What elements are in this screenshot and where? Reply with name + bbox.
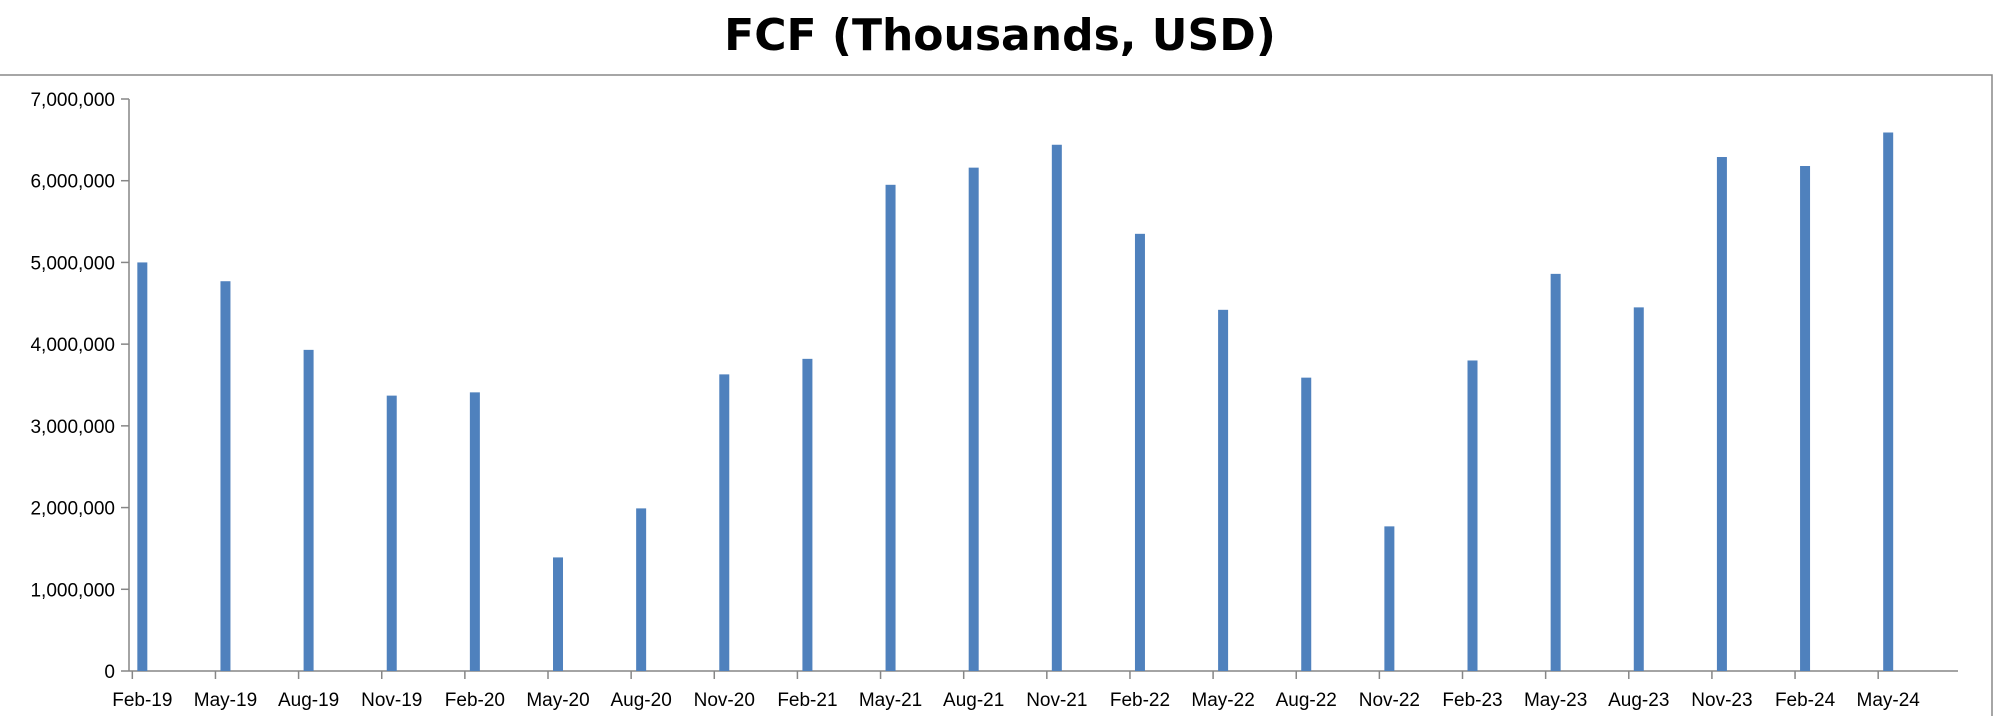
y-tick-label: 4,000,000 <box>30 335 115 356</box>
chart-area-border <box>0 74 1993 716</box>
bar <box>1550 273 1561 671</box>
x-tick-label: Aug-20 <box>611 690 672 711</box>
axes <box>121 98 1958 679</box>
y-tick-label: 3,000,000 <box>30 417 115 438</box>
bar <box>1134 233 1145 672</box>
x-tick-label: Aug-19 <box>278 690 339 711</box>
x-tick-label: Aug-22 <box>1276 690 1337 711</box>
bar <box>1384 526 1395 671</box>
plot-frame <box>0 74 1993 716</box>
bar <box>137 262 148 671</box>
x-tick-label: Nov-22 <box>1359 690 1420 711</box>
x-tick-label: May-22 <box>1191 690 1254 711</box>
x-tick-label: Nov-23 <box>1691 690 1752 711</box>
x-tick-label: Feb-22 <box>1110 690 1170 711</box>
x-tick-label: Feb-24 <box>1775 690 1836 711</box>
y-tick-label: 6,000,000 <box>30 172 115 193</box>
bar <box>1633 307 1644 671</box>
y-tick-label: 0 <box>104 662 115 683</box>
bar <box>469 392 480 671</box>
bar <box>968 167 979 671</box>
bar <box>719 374 730 671</box>
bar <box>636 508 647 671</box>
x-tick-label: Nov-19 <box>361 690 422 711</box>
y-tick-label: 1,000,000 <box>30 580 115 601</box>
x-tick-label: Aug-21 <box>943 690 1004 711</box>
bar <box>553 557 564 671</box>
bar <box>1051 144 1062 671</box>
bar <box>1467 360 1478 671</box>
bar <box>885 184 896 672</box>
bar <box>220 281 231 671</box>
bar <box>802 358 813 671</box>
x-tick-label: Feb-21 <box>777 690 837 711</box>
chart-title: FCF (Thousands, USD) <box>724 10 1276 61</box>
bar <box>386 395 397 671</box>
x-tick-label: Feb-23 <box>1442 690 1502 711</box>
x-tick-label: Aug-23 <box>1608 690 1669 711</box>
y-tick-label: 2,000,000 <box>30 499 115 520</box>
bar <box>1301 377 1312 671</box>
x-tick-label: May-20 <box>526 690 589 711</box>
bar <box>1218 309 1229 671</box>
bar <box>1883 132 1894 671</box>
x-tick-label: May-24 <box>1857 690 1921 711</box>
y-tick-label: 5,000,000 <box>30 253 115 274</box>
x-tick-label: May-23 <box>1524 690 1587 711</box>
bar <box>303 349 314 671</box>
y-tick-label: 7,000,000 <box>30 90 115 111</box>
bar <box>1800 166 1811 671</box>
x-tick-label: May-21 <box>859 690 922 711</box>
x-tick-label: Feb-19 <box>112 690 172 711</box>
bars <box>137 132 1894 672</box>
x-tick-label: Nov-20 <box>694 690 755 711</box>
x-tick-label: Nov-21 <box>1026 690 1087 711</box>
x-tick-label: May-19 <box>194 690 257 711</box>
bar <box>1716 157 1727 671</box>
tick-labels: 0 1,000,000 2,000,000 3,000,000 4,000,000 5,0… <box>30 90 1920 711</box>
x-tick-label: Feb-20 <box>445 690 505 711</box>
